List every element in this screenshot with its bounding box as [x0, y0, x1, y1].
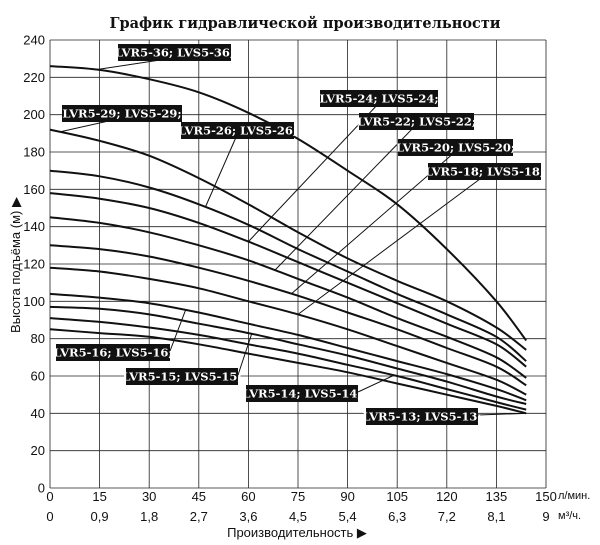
- series-label: LVR5-13; LVS5-13;: [362, 410, 481, 424]
- series-curve: [49, 328, 527, 415]
- x2-tick-label: 3,6: [239, 509, 257, 524]
- series-label: LVR5-26; LVS5-26;: [178, 124, 297, 138]
- series-curve: [49, 169, 527, 362]
- x2-tick-label: 5,4: [339, 509, 357, 524]
- series-label-box: [181, 122, 294, 139]
- y-tick-label: 160: [23, 182, 45, 197]
- series-curve: [49, 244, 527, 387]
- x-axis-label: Производительность ▶: [227, 525, 367, 540]
- series-label: LVR5-36; LVS5-36;: [115, 46, 234, 60]
- y-tick-label: 60: [31, 369, 45, 384]
- label-leader-line: [237, 333, 253, 376]
- axis-ticks: 00150,9301,8452,7603,6754,5905,41056,312…: [23, 33, 557, 525]
- series-label: LVR5-29; LVS5-29;: [62, 107, 181, 121]
- x2-tick-label: 0,9: [91, 509, 109, 524]
- x-tick-label: 30: [142, 489, 156, 504]
- series-curve: [49, 65, 527, 342]
- y-tick-label: 100: [23, 294, 45, 309]
- label-leader-line: [169, 309, 187, 352]
- label-leader-line: [477, 412, 527, 416]
- x2-tick-label: 4,5: [289, 509, 307, 524]
- x-tick-label: 0: [46, 489, 53, 504]
- series-label: LVR5-16; LVS5-16;: [53, 346, 172, 360]
- series-label: LVR5-22; LVS5-22;: [357, 115, 476, 129]
- series-label-box: [118, 44, 231, 61]
- x-axis-label-text: Производительность: [227, 525, 353, 540]
- y-tick-label: 80: [31, 331, 45, 346]
- x2-tick-label: 8,1: [487, 509, 505, 524]
- x-axis-arrow: ▶: [353, 525, 367, 540]
- series-label-box: [62, 105, 182, 122]
- series-label: LVR5-15; LVS5-15;: [122, 370, 241, 384]
- chart-title: График гидравлической производительности: [109, 15, 500, 32]
- y-tick-label: 0: [38, 481, 45, 496]
- x-tick-label: 75: [291, 489, 305, 504]
- x2-tick-label: 6,3: [388, 509, 406, 524]
- x-tick-label: 150: [535, 489, 557, 504]
- x-unit-label: л/мин.: [558, 490, 590, 502]
- x2-tick-label: 0: [46, 509, 53, 524]
- series-label-box: [428, 163, 541, 180]
- y-axis-arrow: ▶: [8, 197, 23, 211]
- series-label-box: [56, 344, 170, 361]
- series-label: LVR5-14; LVS5-14;: [242, 387, 361, 401]
- x-tick-label: 15: [92, 489, 106, 504]
- label-leader-line: [204, 134, 238, 208]
- y-tick-label: 180: [23, 145, 45, 160]
- x-tick-label: 135: [486, 489, 508, 504]
- x-tick-label: 60: [241, 489, 255, 504]
- y-tick-label: 200: [23, 107, 45, 122]
- y-axis-label: Высота подъёма (м) ▶: [8, 197, 23, 333]
- y-axis-label-text: Высота подъёма (м): [8, 211, 23, 333]
- series-curve: [49, 292, 527, 402]
- series-label-box: [366, 408, 478, 425]
- y-tick-label: 40: [31, 406, 45, 421]
- series-label: LVR5-24; LVS5-24;: [319, 92, 438, 106]
- x-tick-label: 90: [340, 489, 354, 504]
- series-labels: LVR5-36; LVS5-36; LVR5-29; LVS5-29; LVR5-2…: [53, 44, 544, 425]
- label-leader-line: [274, 125, 416, 271]
- x2-tick-label: 2,7: [190, 509, 208, 524]
- series-label-box: [126, 368, 238, 385]
- x2-tick-label: 7,2: [438, 509, 456, 524]
- series-label: LVR5-18; LVS5-18;: [425, 165, 544, 179]
- x-tick-label: 45: [192, 489, 206, 504]
- series-label: LVR5-20; LVS5-20;: [396, 141, 515, 155]
- series-label-box: [398, 139, 513, 156]
- series-curve: [49, 317, 527, 411]
- x-tick-label: 120: [436, 489, 458, 504]
- x2-tick-label: 1,8: [140, 509, 158, 524]
- label-leader-line: [297, 175, 485, 315]
- x2-tick-label: 9: [542, 509, 549, 524]
- y-tick-label: 140: [23, 219, 45, 234]
- series-curve: [49, 216, 527, 379]
- y-tick-label: 220: [23, 70, 45, 85]
- label-leader-line: [357, 374, 395, 393]
- series-curve: [49, 128, 527, 351]
- x-tick-label: 105: [386, 489, 408, 504]
- y-tick-label: 20: [31, 443, 45, 458]
- label-leader-line: [291, 151, 456, 295]
- series-curve: [49, 305, 527, 405]
- y-tick-label: 120: [23, 257, 45, 272]
- label-leader-line: [248, 102, 380, 242]
- series-curve: [49, 192, 527, 368]
- series-label-box: [246, 385, 358, 402]
- series-label-box: [359, 113, 474, 130]
- x2-unit-label: м³/ч.: [558, 510, 581, 522]
- series-label-box: [320, 90, 438, 107]
- y-tick-label: 240: [23, 33, 45, 48]
